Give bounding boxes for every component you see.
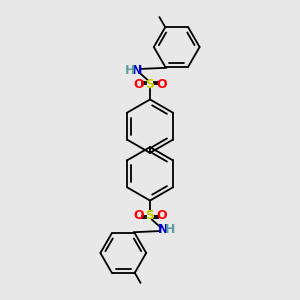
Text: S: S xyxy=(146,78,154,91)
Text: S: S xyxy=(146,209,154,222)
Text: N: N xyxy=(131,64,142,77)
Text: O: O xyxy=(133,209,144,222)
Text: O: O xyxy=(133,78,144,91)
Text: H: H xyxy=(165,223,175,236)
Text: O: O xyxy=(156,209,167,222)
Text: O: O xyxy=(156,78,167,91)
Text: N: N xyxy=(158,223,169,236)
Text: H: H xyxy=(125,64,135,77)
